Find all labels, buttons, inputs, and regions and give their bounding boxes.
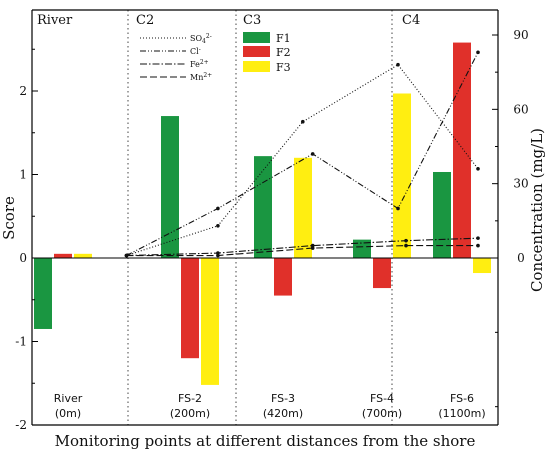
marker-so: [216, 223, 220, 228]
y2-axis-title: Concentration (mg/L): [528, 128, 546, 292]
bar-f2-fs-4: [373, 258, 391, 289]
region-label-c3: C3: [243, 13, 261, 28]
region-label-river: River: [37, 13, 73, 28]
bar-f1-fs-3: [254, 156, 272, 258]
marker-cl: [396, 206, 400, 211]
category-distance: (0m): [55, 407, 81, 420]
bar-f3-fs-6: [473, 258, 491, 274]
bar-f3-fs-4: [393, 93, 411, 258]
bar-f2-fs-2: [181, 258, 199, 359]
legend-label-mn: Mn2+: [190, 72, 212, 82]
marker-cl: [310, 152, 315, 156]
category-label: FS-3: [271, 392, 295, 405]
y-tick-label: -2: [15, 418, 27, 432]
y-tick-label: 2: [19, 84, 27, 98]
category-label: River: [54, 392, 83, 405]
category-label: FS-6: [450, 392, 474, 405]
category-distance: (1100m): [438, 407, 485, 420]
bar-f3-river: [74, 253, 92, 258]
marker-mn: [216, 253, 220, 258]
marker-mn: [124, 253, 129, 258]
y-tick-label: 1: [19, 168, 27, 182]
marker-so: [476, 167, 480, 171]
y2-tick-label: 30: [513, 177, 528, 191]
legend-swatch-f3: [243, 61, 270, 72]
y-tick-label: 0: [19, 251, 27, 265]
y-axis-title: Score: [0, 196, 18, 240]
bar-f1-fs-2: [161, 116, 179, 258]
legend-label-so: SO42-: [190, 33, 212, 45]
bar-f3-fs-3: [294, 157, 312, 258]
marker-fe: [216, 251, 220, 255]
legend-label-fe: Fe2+: [190, 59, 209, 69]
legend-bar-label-f3: F3: [276, 61, 291, 74]
x-axis-title: Monitoring points at different distances…: [55, 432, 476, 450]
marker-cl: [476, 50, 480, 55]
region-label-c2: C2: [136, 13, 154, 28]
category-distance: (420m): [263, 407, 303, 420]
bar-f2-fs-3: [274, 258, 292, 296]
marker-mn: [404, 243, 408, 248]
legend-bar-label-f1: F1: [276, 32, 291, 45]
y2-tick-label: 60: [513, 102, 528, 116]
marker-mn: [310, 246, 315, 250]
y2-tick-label: 0: [517, 251, 525, 265]
legend-label-cl: Cl-: [190, 46, 201, 56]
bar-f1-fs-6: [433, 171, 451, 258]
y2-tick-label: 90: [513, 28, 528, 42]
category-label: FS-4: [370, 392, 394, 405]
bar-f2-river: [54, 253, 72, 258]
category-distance: (200m): [170, 407, 210, 420]
legend-bar-label-f2: F2: [276, 46, 291, 59]
marker-fe: [404, 238, 408, 243]
category-label: FS-2: [178, 392, 202, 405]
marker-so: [396, 62, 400, 67]
marker-cl: [216, 206, 220, 211]
category-distance: (700m): [362, 407, 402, 420]
region-label-c4: C4: [402, 13, 420, 28]
bar-f3-fs-2: [201, 258, 219, 385]
marker-mn: [476, 243, 480, 248]
line-fe: [126, 237, 479, 257]
bar-f1-river: [34, 258, 52, 329]
marker-fe: [310, 243, 315, 248]
bar-f2-fs-6: [453, 42, 471, 258]
marker-fe: [476, 236, 480, 240]
bar-f1-fs-4: [353, 239, 371, 258]
legend-swatch-f2: [243, 46, 270, 57]
y-tick-label: -1: [15, 335, 27, 349]
legend-swatch-f1: [243, 32, 270, 43]
marker-so: [301, 119, 305, 124]
